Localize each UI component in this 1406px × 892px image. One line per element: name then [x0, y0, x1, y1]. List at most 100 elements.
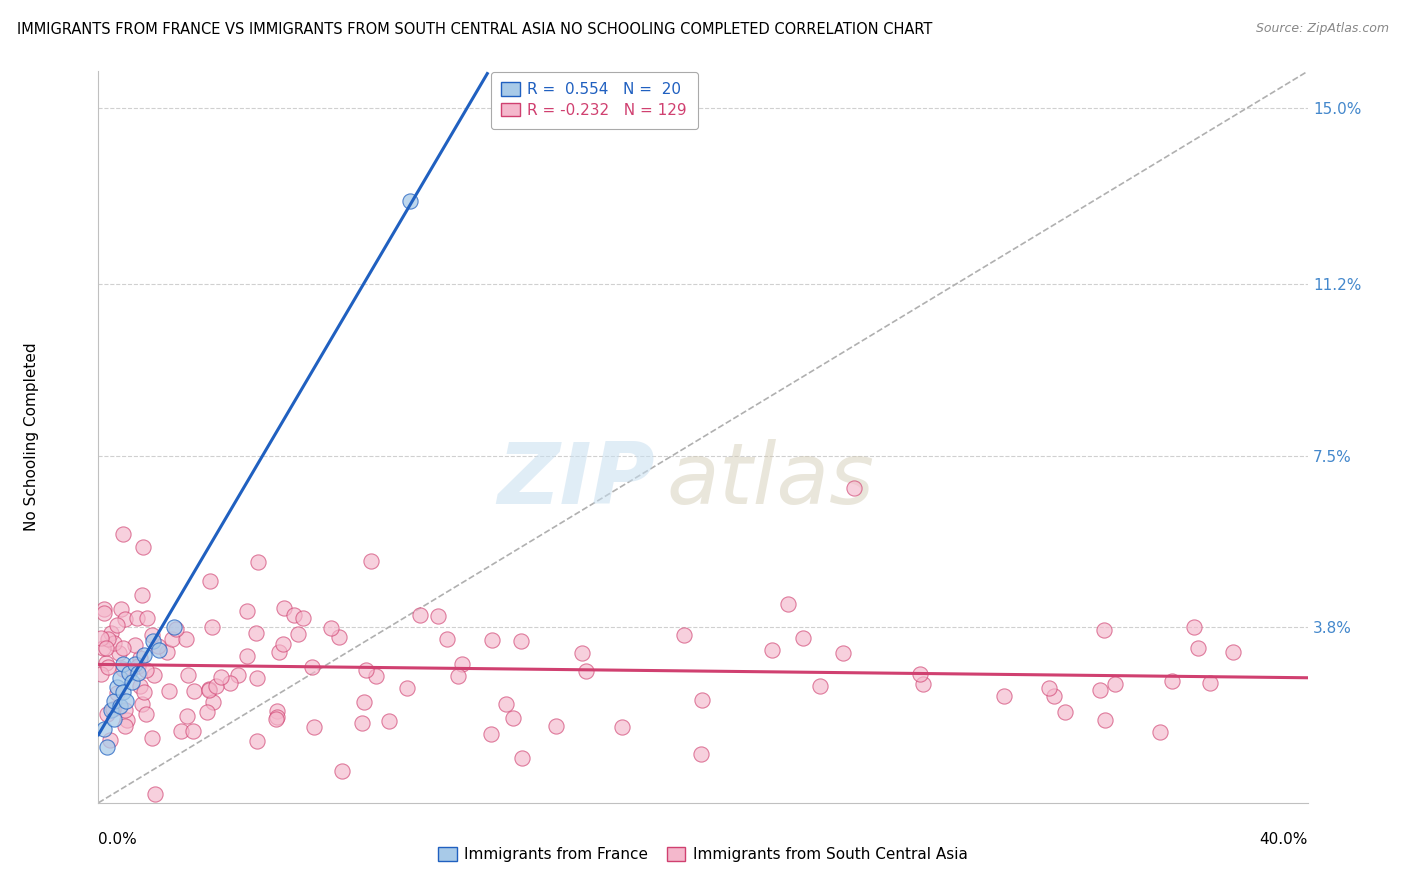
Point [304, 720, 326, 734]
Point [132, 685, 155, 699]
Point [267, 645, 290, 659]
Point [142, 667, 165, 681]
Point [170, 724, 193, 739]
Point [510, 751, 533, 765]
Text: No Schooling Completed: No Schooling Completed [24, 343, 39, 532]
Text: Source: ZipAtlas.com: Source: ZipAtlas.com [1256, 22, 1389, 36]
Point [148, 643, 170, 657]
Point [111, 657, 134, 671]
Point [114, 694, 136, 708]
Point [118, 666, 141, 681]
Point [177, 667, 200, 681]
Point [97, 632, 120, 647]
Point [436, 632, 458, 647]
Point [157, 684, 180, 698]
Point [90, 667, 112, 681]
Point [451, 657, 474, 671]
Point [1182, 620, 1205, 634]
Point [205, 680, 228, 694]
Point [844, 481, 866, 495]
Point [546, 719, 568, 733]
Point [271, 637, 294, 651]
Point [1222, 645, 1244, 659]
Point [330, 764, 353, 779]
Point [301, 659, 323, 673]
Point [353, 695, 375, 709]
Point [117, 713, 139, 727]
Point [495, 697, 517, 711]
Point [266, 712, 288, 726]
Point [377, 714, 399, 728]
Point [328, 630, 350, 644]
Point [209, 670, 232, 684]
Point [1094, 713, 1116, 727]
Point [1198, 676, 1220, 690]
Point [103, 636, 125, 650]
Point [1038, 681, 1060, 696]
Point [426, 609, 449, 624]
Point [96, 740, 118, 755]
Text: 0.0%: 0.0% [98, 832, 138, 847]
Point [105, 618, 128, 632]
Point [111, 662, 134, 676]
Point [200, 620, 222, 634]
Point [908, 667, 931, 681]
Point [319, 621, 342, 635]
Point [1149, 725, 1171, 739]
Point [502, 711, 524, 725]
Point [100, 703, 122, 717]
Point [246, 671, 269, 685]
Point [135, 663, 157, 677]
Point [129, 679, 152, 693]
Point [100, 626, 122, 640]
Point [93, 602, 115, 616]
Point [93, 722, 115, 736]
Point [160, 632, 183, 646]
Point [1043, 690, 1066, 704]
Point [447, 669, 470, 683]
Point [236, 604, 259, 618]
Point [90, 631, 112, 645]
Point [143, 787, 166, 801]
Point [129, 651, 152, 665]
Point [197, 683, 219, 698]
Point [110, 602, 132, 616]
Point [146, 639, 169, 653]
Point [690, 747, 713, 761]
Point [1088, 683, 1111, 698]
Point [291, 611, 314, 625]
Point [108, 671, 131, 685]
Point [398, 194, 420, 208]
Point [96, 641, 118, 656]
Point [105, 680, 128, 694]
Point [575, 665, 598, 679]
Point [481, 633, 503, 648]
Point [364, 669, 387, 683]
Point [141, 628, 163, 642]
Point [509, 633, 531, 648]
Point [127, 658, 149, 673]
Point [103, 713, 125, 727]
Point [163, 620, 186, 634]
Point [124, 638, 146, 652]
Point [479, 727, 502, 741]
Point [195, 706, 218, 720]
Text: atlas: atlas [666, 440, 875, 523]
Point [672, 628, 695, 642]
Point [183, 684, 205, 698]
Point [690, 693, 713, 707]
Point [245, 625, 267, 640]
Point [176, 708, 198, 723]
Point [98, 733, 121, 747]
Point [287, 627, 309, 641]
Point [776, 597, 799, 611]
Point [266, 704, 288, 718]
Point [114, 719, 136, 733]
Point [103, 694, 125, 708]
Point [131, 588, 153, 602]
Point [91, 641, 114, 656]
Point [165, 623, 187, 637]
Point [142, 633, 165, 648]
Point [993, 689, 1015, 703]
Point [131, 698, 153, 712]
